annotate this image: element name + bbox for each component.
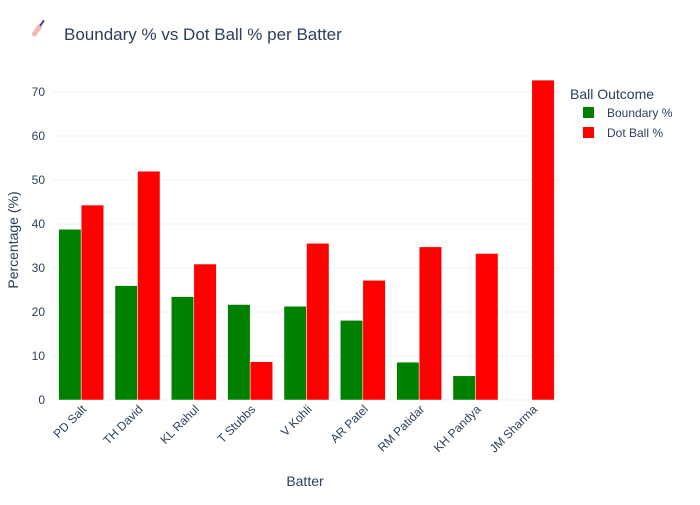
x-tick-label: TH David <box>100 402 145 447</box>
y-tick-label: 70 <box>32 85 46 99</box>
y-tick-label: 20 <box>32 305 46 319</box>
bar-dot-ball-rm-patidar[interactable] <box>418 246 442 401</box>
bar-dot-ball-th-david[interactable] <box>137 170 161 401</box>
bars-layer <box>58 79 555 401</box>
bar-boundary-ar-patel[interactable] <box>340 320 364 401</box>
x-tick-label: KL Rahul <box>157 402 201 446</box>
bar-dot-ball-ar-patel[interactable] <box>362 280 386 401</box>
legend-title: Ball Outcome <box>570 86 654 102</box>
bar-dot-ball-pd-salt[interactable] <box>80 204 104 401</box>
legend-item-boundary[interactable]: Boundary % <box>583 106 673 120</box>
legend-swatch <box>583 107 594 118</box>
bar-boundary-rm-patidar[interactable] <box>396 361 420 401</box>
y-tick-label: 50 <box>32 173 46 187</box>
chart-title-group: Boundary % vs Dot Ball % per Batter <box>31 19 342 44</box>
x-axis-ticks: PD Salt TH David KL Rahul T Stubbs V Kohli AR… <box>51 402 541 456</box>
bar-dot-ball-t-stubbs[interactable] <box>249 361 273 401</box>
y-tick-label: 40 <box>32 217 46 231</box>
bar-boundary-kh-pandya[interactable] <box>452 375 476 401</box>
x-tick-label: RM Patidar <box>375 402 427 454</box>
legend: Ball Outcome Boundary % Dot Ball % <box>570 86 673 140</box>
y-axis-title: Percentage (%) <box>5 191 21 288</box>
x-tick-label: V Kohli <box>278 402 315 439</box>
bar-boundary-t-stubbs[interactable] <box>227 304 251 401</box>
x-tick-label: AR Patel <box>328 402 371 445</box>
legend-label: Boundary % <box>607 106 673 120</box>
y-tick-label: 30 <box>32 261 46 275</box>
x-tick-label: PD Salt <box>51 402 90 441</box>
cricket-bat-icon <box>31 19 45 37</box>
y-tick-label: 0 <box>38 393 45 407</box>
y-tick-label: 60 <box>32 129 46 143</box>
bar-boundary-kl-rahul[interactable] <box>171 296 195 401</box>
x-axis-title: Batter <box>286 473 324 489</box>
y-axis-ticks: 0 10 20 30 40 50 60 70 <box>32 85 46 407</box>
y-tick-label: 10 <box>32 349 46 363</box>
bar-boundary-v-kohli[interactable] <box>283 306 307 401</box>
x-tick-label: KH Pandya <box>431 402 484 455</box>
bar-dot-ball-jm-sharma[interactable] <box>531 79 555 401</box>
bar-dot-ball-kl-rahul[interactable] <box>193 263 217 401</box>
x-tick-label: JM Sharma <box>487 402 541 456</box>
bar-boundary-pd-salt[interactable] <box>58 229 82 401</box>
bar-boundary-th-david[interactable] <box>114 285 138 401</box>
chart-title: Boundary % vs Dot Ball % per Batter <box>64 25 342 44</box>
bar-dot-ball-kh-pandya[interactable] <box>475 253 499 401</box>
x-tick-label: T Stubbs <box>215 402 259 446</box>
legend-label: Dot Ball % <box>607 126 663 140</box>
legend-item-dot-ball[interactable]: Dot Ball % <box>583 126 663 140</box>
bar-dot-ball-v-kohli[interactable] <box>306 243 330 401</box>
legend-swatch <box>583 127 594 138</box>
